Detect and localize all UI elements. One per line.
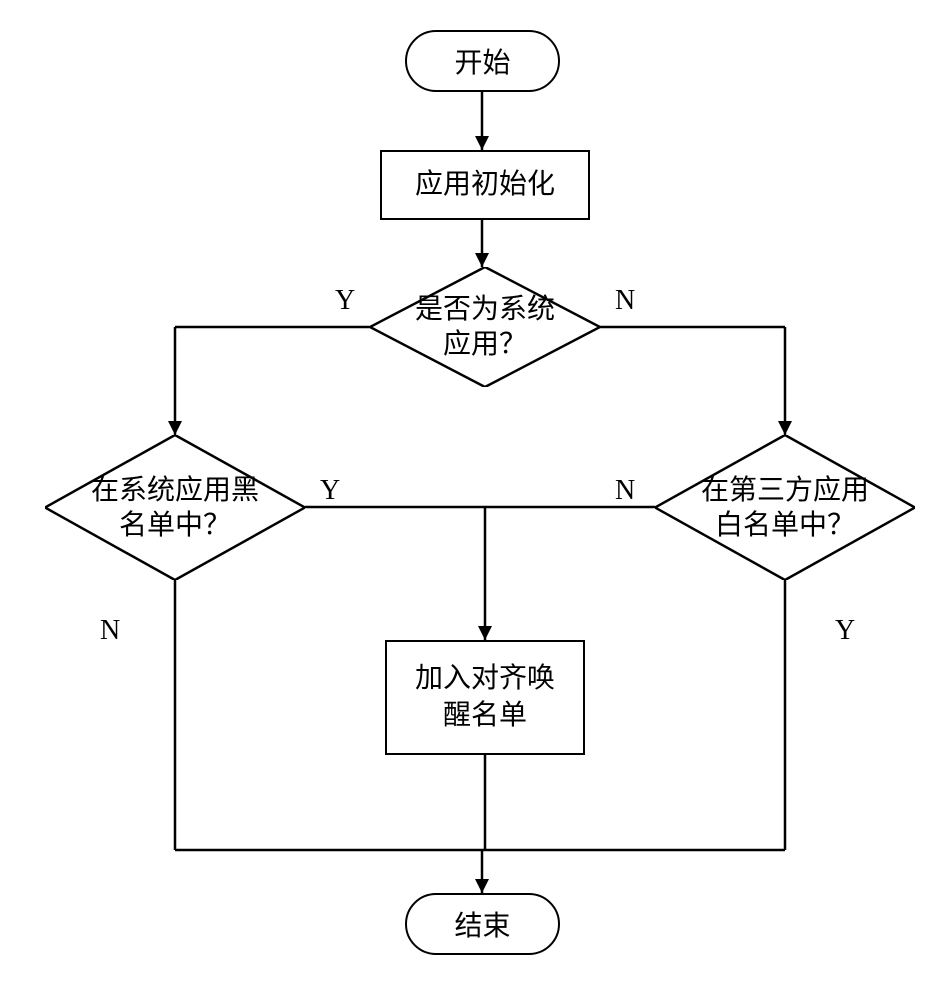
edge-label: Y	[335, 285, 355, 317]
node-add-to-list-label: 加入对齐唤醒名单	[415, 661, 555, 734]
node-end: 结束	[405, 893, 560, 955]
edge-label: Y	[835, 615, 855, 647]
node-init: 应用初始化	[380, 150, 590, 220]
node-start: 开始	[405, 30, 560, 92]
node-decision-whitelist-label: 在第三方应用白名单中？	[701, 473, 869, 543]
node-start-label: 开始	[454, 41, 510, 81]
node-decision-whitelist: 在第三方应用白名单中？	[655, 435, 915, 580]
node-add-to-list: 加入对齐唤醒名单	[385, 640, 585, 755]
flowchart-canvas: 开始 应用初始化 是否为系统应用？ 在系统应用黑名单中？ 在第三方应用白名单中？…	[0, 0, 950, 1000]
node-decision-blacklist: 在系统应用黑名单中？	[45, 435, 305, 580]
edge-label: N	[100, 615, 120, 647]
node-decision-blacklist-label: 在系统应用黑名单中？	[91, 473, 259, 543]
edge-label: N	[615, 475, 635, 507]
node-init-label: 应用初始化	[415, 167, 555, 203]
edge-label: N	[615, 285, 635, 317]
node-end-label: 结束	[454, 904, 510, 944]
node-decision-system-app-label: 是否为系统应用？	[415, 292, 555, 362]
edge-label: Y	[320, 475, 340, 507]
node-decision-system-app: 是否为系统应用？	[370, 267, 600, 387]
